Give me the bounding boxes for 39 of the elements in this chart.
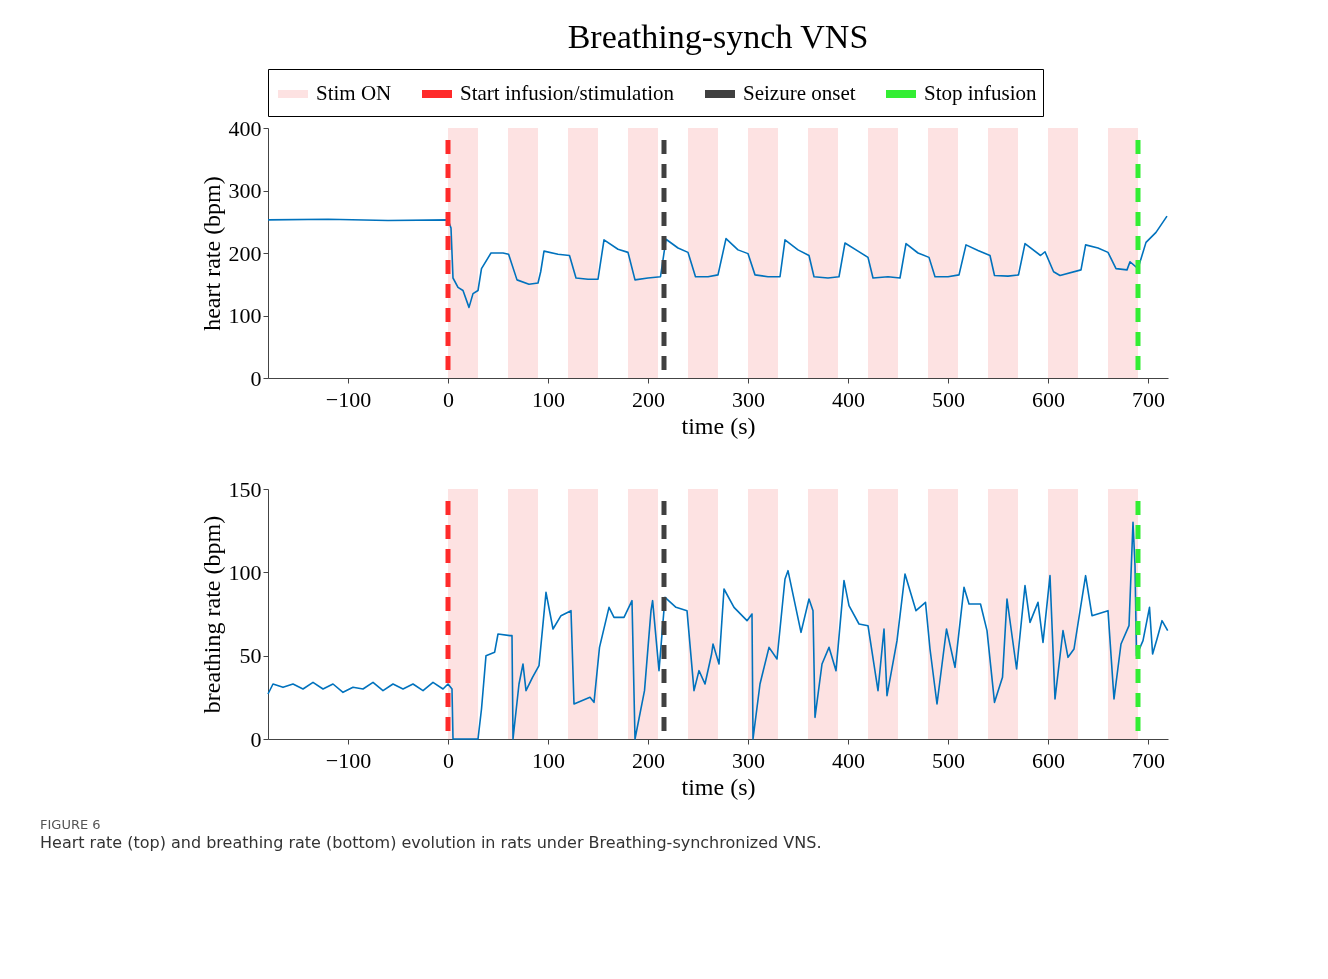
- x-tick-label: 200: [632, 386, 665, 412]
- y-tick-label: 0: [250, 365, 262, 391]
- x-axis-title: time (s): [681, 773, 756, 800]
- x-tick-label: 300: [732, 747, 765, 773]
- x-tick-label: 0: [443, 386, 454, 412]
- x-tick-label: 100: [532, 386, 565, 412]
- legend-label: Stim ON: [316, 81, 392, 105]
- x-tick-label: 100: [532, 747, 565, 773]
- text: Heart rate (top) and breathing rate (bottom) evolution in rats under Breathing-synchronized VNS.: [40, 833, 822, 852]
- chart-title: Breathing-synch VNS: [567, 17, 869, 55]
- x-tick-label: 400: [832, 386, 865, 412]
- y-tick-label: 300: [228, 178, 262, 203]
- x-tick-label: 200: [632, 747, 665, 773]
- legend-label: Stop infusion: [924, 81, 1038, 105]
- x-tick-label: 700: [1132, 386, 1165, 412]
- x-tick-label: 600: [1032, 747, 1065, 773]
- y-axis-title: heart rate (bpm): [198, 176, 225, 331]
- x-tick-label: −100: [325, 386, 372, 412]
- line-series: [267, 215, 1168, 309]
- x-axis-title: time (s): [681, 412, 756, 439]
- x-tick-label: 400: [832, 747, 865, 773]
- x-tick-label: 500: [932, 747, 965, 773]
- x-tick-label: 700: [1132, 747, 1165, 773]
- y-tick-label: 50: [239, 643, 262, 669]
- y-tick-label: 100: [228, 559, 262, 585]
- x-tick-label: 300: [732, 386, 765, 412]
- x-tick-label: −100: [325, 747, 372, 773]
- y-tick-label: 150: [228, 476, 262, 502]
- x-tick-label: 0: [443, 747, 454, 773]
- y-tick-label: 0: [250, 726, 262, 752]
- x-tick-label: 600: [1032, 386, 1065, 412]
- caption: FIGURE 6: [40, 817, 101, 832]
- y-tick-label: 400: [228, 115, 262, 141]
- legend-label: Start infusion/stimulation: [460, 81, 675, 105]
- y-axis-title: breathing rate (bpm): [198, 515, 225, 714]
- x-tick-label: 500: [932, 386, 965, 412]
- y-tick-label: 100: [228, 303, 262, 328]
- y-tick-label: 200: [228, 240, 262, 266]
- legend-label: Seizure onset: [743, 81, 856, 105]
